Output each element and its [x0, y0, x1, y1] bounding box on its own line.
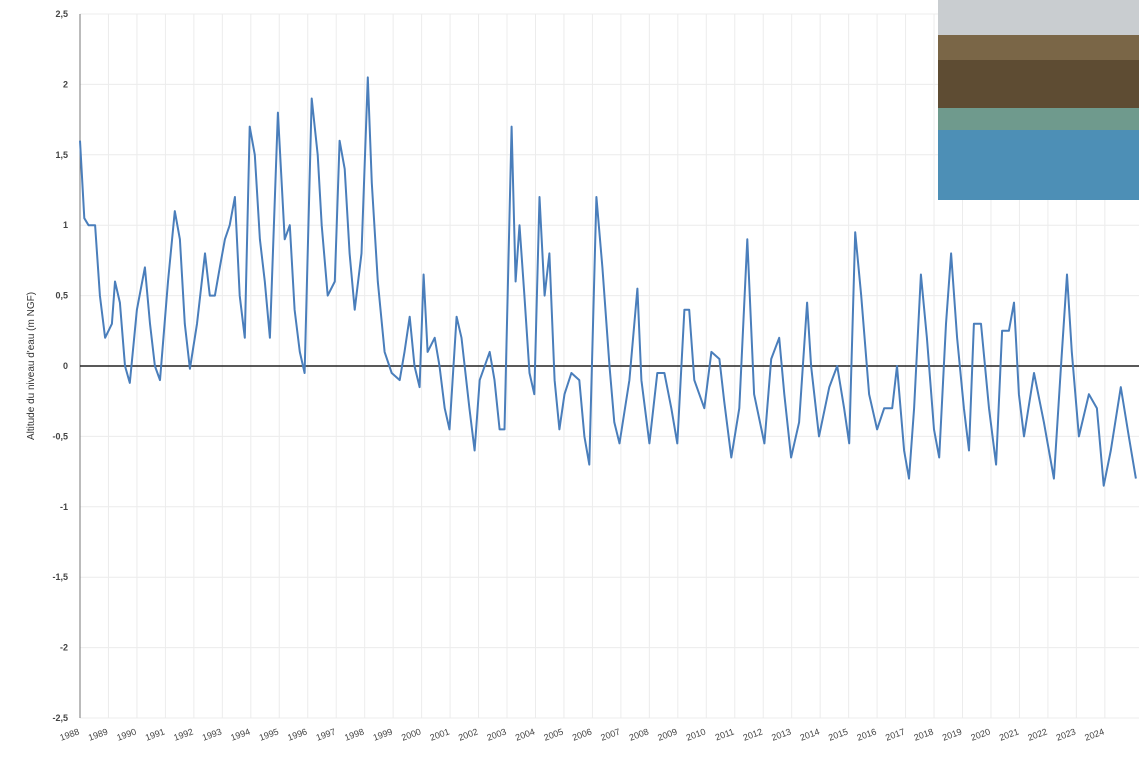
x-tick-label: 1995: [258, 726, 280, 742]
x-tick-label: 1994: [229, 726, 251, 742]
y-tick-label: -1,5: [52, 572, 68, 582]
x-tick-label: 2005: [542, 726, 564, 742]
x-tick-label: 1991: [144, 726, 166, 742]
x-tick-label: 1999: [372, 726, 394, 742]
y-tick-label: -0,5: [52, 431, 68, 441]
x-tick-label: 2024: [1083, 726, 1105, 742]
y-tick-label: -1: [60, 502, 68, 512]
y-tick-label: 0,5: [55, 291, 68, 301]
x-tick-label: 2003: [485, 726, 507, 742]
x-tick-label: 1989: [87, 726, 109, 742]
x-tick-label: 1988: [58, 726, 80, 742]
y-tick-label: -2: [60, 643, 68, 653]
x-tick-label: 2006: [571, 726, 593, 742]
x-tick-label: 2020: [969, 726, 991, 742]
x-tick-label: 2004: [514, 726, 536, 742]
x-tick-label: 2009: [656, 726, 678, 742]
x-tick-label: 1993: [201, 726, 223, 742]
x-tick-label: 1992: [172, 726, 194, 742]
x-tick-label: 2007: [599, 726, 621, 742]
x-tick-label: 2011: [714, 726, 736, 742]
x-tick-label: 2000: [400, 726, 422, 742]
x-tick-label: 1996: [286, 726, 308, 742]
y-tick-label: 2: [63, 79, 68, 89]
y-tick-label: -2,5: [52, 713, 68, 723]
x-tick-label: 2023: [1055, 726, 1077, 742]
x-tick-label: 2002: [457, 726, 479, 742]
x-tick-label: 2018: [912, 726, 934, 742]
x-tick-label: 2016: [856, 726, 878, 742]
x-tick-label: 1997: [315, 726, 337, 742]
x-tick-label: 1998: [343, 726, 365, 742]
data-line: [79, 76, 1137, 487]
y-tick-label: 1: [63, 220, 68, 230]
inset-photo: [938, 0, 1139, 200]
x-tick-label: 2019: [941, 726, 963, 742]
x-tick-label: 2017: [884, 726, 906, 742]
x-tick-label: 2021: [998, 726, 1020, 742]
x-tick-label: 2012: [742, 726, 764, 742]
y-tick-label: 2,5: [55, 9, 68, 19]
x-tick-label: 2001: [429, 726, 451, 742]
y-axis-label: Altitude du niveau d'eau (m NGF): [26, 292, 37, 440]
x-tick-label: 1990: [115, 726, 137, 742]
x-tick-label: 2022: [1026, 726, 1048, 742]
x-tick-label: 2008: [628, 726, 650, 742]
plot-area: 2,5 2 1,5 1 0,5 0 -0,5 -1 -1,5 -2 -2,5 1988 1989 1990…: [52, 9, 1139, 743]
y-tick-label: 0: [63, 361, 68, 371]
x-tick-label: 2010: [685, 726, 707, 742]
y-tick-label: 1,5: [55, 150, 68, 160]
x-tick-label: 2013: [770, 726, 792, 742]
x-tick-label: 2014: [799, 726, 821, 742]
x-tick-label: 2015: [827, 726, 849, 742]
